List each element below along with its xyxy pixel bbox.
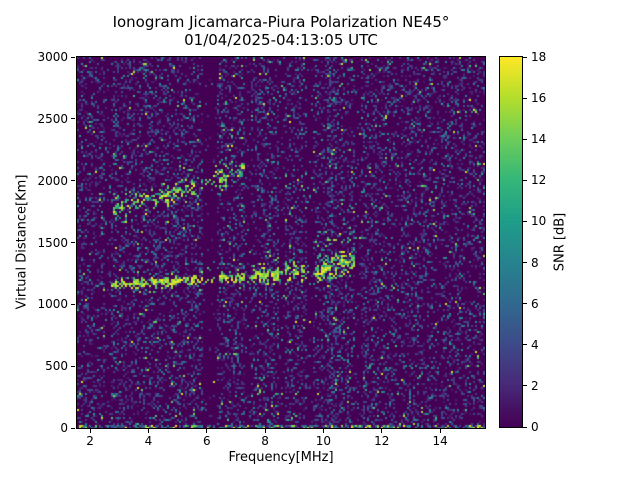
x-tick-mark [439, 429, 441, 433]
y-tick-mark [71, 365, 75, 367]
colorbar-tick-mark [523, 56, 527, 58]
y-tick-label: 1500 [37, 235, 68, 250]
x-tick-mark [264, 429, 266, 433]
y-tick-label: 2500 [37, 111, 68, 126]
colorbar-tick-label: 14 [531, 132, 547, 147]
plot-area [76, 56, 486, 429]
x-tick-mark [147, 429, 149, 433]
ionogram-heatmap [77, 57, 485, 428]
y-tick-label: 2000 [37, 173, 68, 188]
x-tick-mark [322, 429, 324, 433]
colorbar-tick-mark [523, 344, 527, 346]
y-tick-mark [71, 303, 75, 305]
colorbar-tick-label: 2 [531, 378, 539, 393]
x-tick-label: 10 [315, 434, 332, 448]
x-tick-label: 12 [374, 434, 390, 448]
colorbar-tick-mark [523, 303, 527, 305]
colorbar-gradient [500, 57, 522, 427]
y-tick-label: 500 [45, 359, 68, 374]
y-tick-mark [71, 427, 75, 429]
colorbar-tick-label: 12 [531, 173, 547, 188]
colorbar [499, 56, 523, 428]
x-tick-mark [381, 429, 383, 433]
colorbar-tick-mark [523, 138, 527, 140]
colorbar-tick-label: 18 [531, 50, 547, 64]
colorbar-tick-label: 16 [531, 91, 547, 106]
colorbar-tick-mark [523, 262, 527, 264]
chart-title: Ionogram Jicamarca-Piura Polarization NE… [112, 13, 450, 31]
x-tick-label: 8 [261, 434, 269, 448]
y-tick-mark [71, 118, 75, 120]
colorbar-tick-label: 0 [531, 420, 539, 434]
x-tick-label: 4 [144, 434, 153, 448]
colorbar-tick-label: 10 [531, 214, 547, 229]
x-tick-label: 6 [202, 434, 211, 448]
y-tick-label: 0 [60, 421, 68, 435]
colorbar-tick-mark [523, 426, 527, 428]
y-tick-label: 1000 [37, 297, 68, 312]
colorbar-tick-label: 8 [531, 255, 539, 270]
x-axis-label: Frequency[MHz] [228, 450, 334, 465]
colorbar-tick-mark [523, 385, 527, 387]
colorbar-tick-mark [523, 179, 527, 181]
x-tick-label: 14 [432, 434, 448, 448]
y-tick-mark [71, 56, 75, 58]
y-tick-mark [71, 180, 75, 182]
y-tick-mark [71, 242, 75, 243]
chart-subtitle: 01/04/2025-04:13:05 UTC [184, 31, 378, 49]
y-tick-label: 3000 [37, 50, 68, 64]
colorbar-tick-label: 6 [531, 296, 539, 311]
x-tick-label: 2 [86, 434, 94, 448]
x-tick-mark [89, 429, 91, 433]
colorbar-tick-mark [523, 97, 527, 99]
colorbar-tick-mark [523, 220, 527, 222]
x-tick-mark [206, 429, 208, 433]
colorbar-tick-label: 4 [531, 337, 539, 352]
